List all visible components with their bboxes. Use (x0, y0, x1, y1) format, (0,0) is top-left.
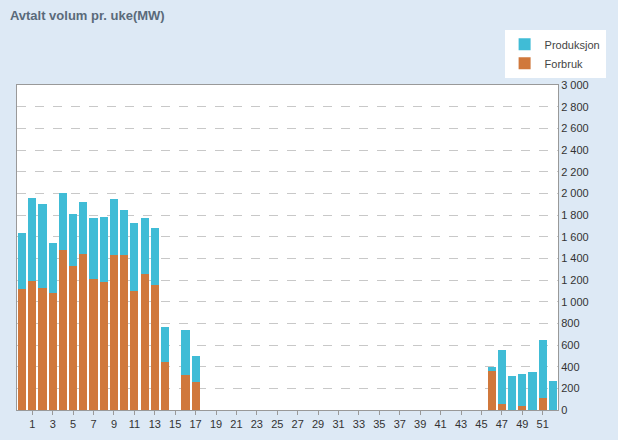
svg-text:15: 15 (169, 418, 181, 430)
svg-text:1 800: 1 800 (561, 209, 589, 221)
svg-text:9: 9 (111, 418, 117, 430)
svg-text:47: 47 (496, 418, 508, 430)
svg-text:2 400: 2 400 (561, 144, 589, 156)
svg-text:400: 400 (561, 361, 579, 373)
svg-text:43: 43 (455, 418, 467, 430)
svg-text:600: 600 (561, 339, 579, 351)
svg-text:Avtalt volum pr. uke(MW): Avtalt volum pr. uke(MW) (10, 8, 165, 23)
svg-text:Produksjon: Produksjon (545, 39, 600, 51)
svg-text:51: 51 (537, 418, 549, 430)
svg-text:0: 0 (561, 404, 567, 416)
svg-text:49: 49 (516, 418, 528, 430)
svg-text:200: 200 (561, 382, 579, 394)
svg-text:Forbruk: Forbruk (545, 58, 583, 70)
svg-text:13: 13 (149, 418, 161, 430)
svg-text:800: 800 (561, 317, 579, 329)
svg-text:23: 23 (251, 418, 263, 430)
svg-text:2 800: 2 800 (561, 101, 589, 113)
svg-text:19: 19 (210, 418, 222, 430)
svg-text:2 600: 2 600 (561, 122, 589, 134)
svg-text:3: 3 (50, 418, 56, 430)
svg-text:17: 17 (190, 418, 202, 430)
svg-text:21: 21 (230, 418, 242, 430)
svg-text:1 400: 1 400 (561, 252, 589, 264)
svg-text:31: 31 (332, 418, 344, 430)
svg-text:37: 37 (394, 418, 406, 430)
svg-text:29: 29 (312, 418, 324, 430)
svg-text:45: 45 (475, 418, 487, 430)
svg-text:27: 27 (292, 418, 304, 430)
svg-text:1 200: 1 200 (561, 274, 589, 286)
svg-text:35: 35 (373, 418, 385, 430)
svg-text:11: 11 (129, 418, 140, 430)
svg-text:1 000: 1 000 (561, 296, 589, 308)
svg-text:5: 5 (70, 418, 76, 430)
svg-text:25: 25 (271, 418, 283, 430)
svg-text:1: 1 (29, 418, 35, 430)
svg-text:33: 33 (353, 418, 365, 430)
svg-text:39: 39 (414, 418, 426, 430)
svg-text:41: 41 (434, 418, 446, 430)
svg-text:2 200: 2 200 (561, 166, 589, 178)
svg-text:2 000: 2 000 (561, 187, 589, 199)
svg-text:1 600: 1 600 (561, 231, 589, 243)
svg-text:7: 7 (90, 418, 96, 430)
svg-text:3 000: 3 000 (561, 79, 589, 91)
